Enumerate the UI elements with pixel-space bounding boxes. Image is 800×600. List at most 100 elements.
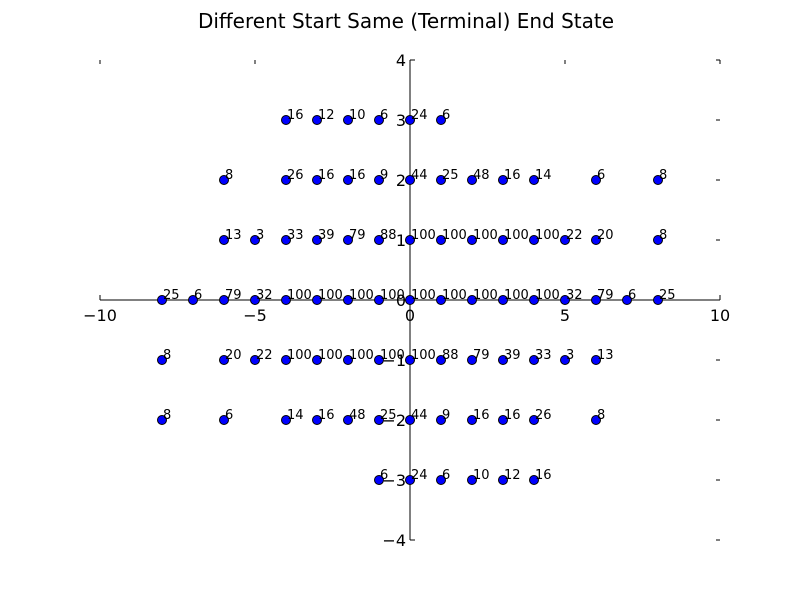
- data-point-label: 14: [535, 168, 552, 183]
- data-point: [157, 295, 167, 305]
- y-tick-label: 1: [396, 231, 406, 250]
- data-point: [281, 175, 291, 185]
- data-point-label: 9: [442, 408, 450, 423]
- data-point-label: 10: [349, 108, 366, 123]
- data-point-label: 26: [535, 408, 552, 423]
- data-point-label: 24: [411, 468, 428, 483]
- data-point: [219, 175, 229, 185]
- data-point-label: 16: [504, 408, 521, 423]
- data-point-label: 16: [473, 408, 490, 423]
- data-point: [560, 295, 570, 305]
- data-point-label: 100: [318, 288, 343, 303]
- data-point: [467, 415, 477, 425]
- data-point-label: 100: [287, 348, 312, 363]
- data-point: [591, 355, 601, 365]
- data-point: [374, 235, 384, 245]
- data-point-label: 32: [566, 288, 583, 303]
- data-point-label: 20: [225, 348, 242, 363]
- data-point: [560, 355, 570, 365]
- data-point-label: 8: [163, 348, 171, 363]
- data-point-label: 26: [287, 168, 304, 183]
- data-point: [219, 415, 229, 425]
- data-point: [529, 475, 539, 485]
- data-point-label: 6: [380, 468, 388, 483]
- data-point-label: 100: [287, 288, 312, 303]
- data-point: [467, 235, 477, 245]
- data-point-label: 79: [349, 228, 366, 243]
- data-point-label: 100: [349, 348, 374, 363]
- data-point: [436, 115, 446, 125]
- data-point: [467, 295, 477, 305]
- data-point: [374, 415, 384, 425]
- data-point: [250, 295, 260, 305]
- data-point: [281, 295, 291, 305]
- data-point-label: 25: [659, 288, 676, 303]
- data-point-label: 48: [473, 168, 490, 183]
- data-point: [405, 115, 415, 125]
- x-tick-label: 10: [710, 306, 730, 325]
- data-point: [653, 295, 663, 305]
- data-point-label: 33: [535, 348, 552, 363]
- data-point-label: 3: [566, 348, 574, 363]
- data-point-label: 9: [380, 168, 388, 183]
- data-point-label: 22: [566, 228, 583, 243]
- data-point: [281, 115, 291, 125]
- data-point-label: 100: [411, 228, 436, 243]
- data-point: [405, 415, 415, 425]
- data-point: [312, 235, 322, 245]
- y-tick-label: −4: [382, 531, 406, 550]
- data-point-label: 6: [597, 168, 605, 183]
- data-point: [405, 175, 415, 185]
- data-point-label: 16: [318, 408, 335, 423]
- data-point: [467, 475, 477, 485]
- y-tick-label: 4: [396, 51, 406, 70]
- data-point: [374, 475, 384, 485]
- data-point-label: 48: [349, 408, 366, 423]
- data-point: [188, 295, 198, 305]
- data-point: [529, 235, 539, 245]
- data-point-label: 16: [349, 168, 366, 183]
- data-point: [343, 115, 353, 125]
- data-point: [498, 415, 508, 425]
- data-point: [281, 235, 291, 245]
- data-point: [343, 355, 353, 365]
- data-point: [405, 475, 415, 485]
- data-point-label: 100: [504, 228, 529, 243]
- data-point-label: 100: [504, 288, 529, 303]
- y-tick-label: −3: [382, 471, 406, 490]
- data-point: [343, 175, 353, 185]
- data-point: [343, 415, 353, 425]
- data-point: [219, 295, 229, 305]
- data-point-label: 16: [504, 168, 521, 183]
- x-tick-label: −10: [83, 306, 117, 325]
- data-point: [343, 235, 353, 245]
- data-point: [436, 295, 446, 305]
- data-point-label: 8: [659, 168, 667, 183]
- data-point-label: 79: [225, 288, 242, 303]
- data-point-label: 100: [349, 288, 374, 303]
- data-point: [312, 115, 322, 125]
- data-point: [591, 175, 601, 185]
- data-point-label: 6: [628, 288, 636, 303]
- data-point-label: 10: [473, 468, 490, 483]
- data-point-label: 25: [163, 288, 180, 303]
- data-point: [157, 355, 167, 365]
- data-point-label: 39: [504, 348, 521, 363]
- data-point: [374, 295, 384, 305]
- data-point-label: 6: [225, 408, 233, 423]
- data-point: [498, 295, 508, 305]
- data-point: [591, 295, 601, 305]
- data-point: [281, 355, 291, 365]
- data-point-label: 12: [504, 468, 521, 483]
- data-point-label: 100: [380, 348, 405, 363]
- data-point: [405, 235, 415, 245]
- data-point-label: 16: [287, 108, 304, 123]
- data-point-label: 100: [442, 228, 467, 243]
- data-point-label: 44: [411, 408, 428, 423]
- data-point-label: 32: [256, 288, 273, 303]
- data-point-label: 14: [287, 408, 304, 423]
- data-point-label: 79: [473, 348, 490, 363]
- data-point-label: 100: [442, 288, 467, 303]
- data-point-label: 100: [535, 228, 560, 243]
